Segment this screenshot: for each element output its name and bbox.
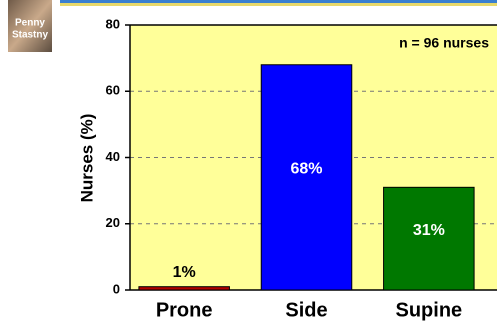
bar <box>260 64 353 291</box>
x-tick-label: Supine <box>395 299 462 321</box>
y-tick-label: 40 <box>106 149 120 164</box>
value-label: 31% <box>413 222 445 239</box>
value-label: 68% <box>290 161 322 178</box>
top-band <box>60 0 497 3</box>
bar <box>383 186 475 291</box>
y-tick-label: 20 <box>106 215 120 230</box>
y-tick-label: 0 <box>113 281 120 296</box>
presenter-photo <box>8 0 52 52</box>
x-tick-label: Side <box>285 299 327 321</box>
bar <box>138 286 230 291</box>
y-tick-label: 60 <box>106 83 120 98</box>
value-label: 1% <box>173 264 196 281</box>
photo-caption: Stastny <box>12 30 49 41</box>
photo-caption: Penny <box>15 18 45 29</box>
y-axis-title: Nurses (%) <box>77 114 96 203</box>
x-tick-label: Prone <box>156 299 213 321</box>
annotation: n = 96 nurses <box>399 35 489 51</box>
top-band-accent <box>60 3 497 6</box>
y-tick-label: 80 <box>106 16 120 31</box>
